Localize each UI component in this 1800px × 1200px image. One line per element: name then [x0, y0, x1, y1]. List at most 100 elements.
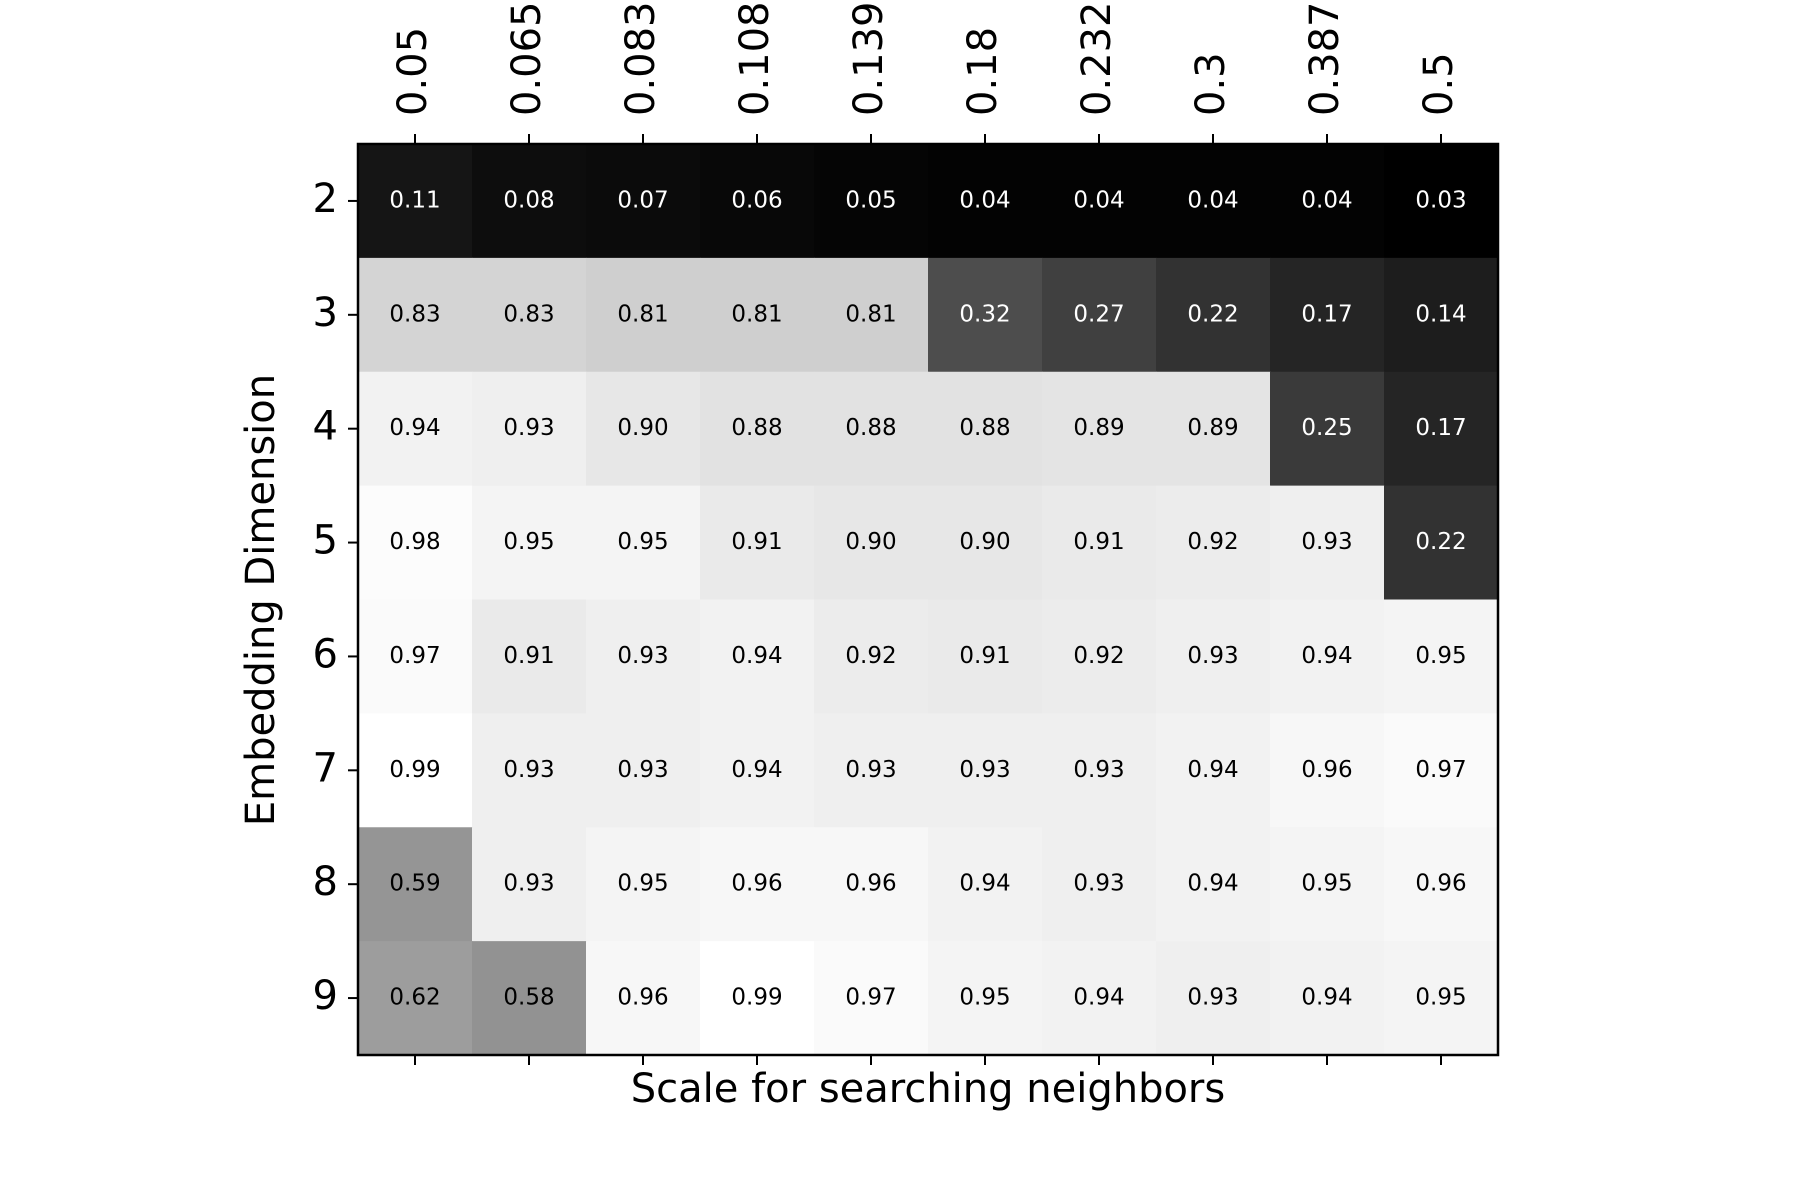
heatmap-cell	[472, 599, 587, 714]
cell-label: 0.04	[1301, 187, 1352, 213]
x-tick-label: 0.18	[960, 27, 1006, 116]
heatmap-cell	[700, 144, 815, 259]
x-tick-label: 0.232	[1074, 1, 1120, 116]
x-axis-title: Scale for searching neighbors	[631, 1066, 1225, 1112]
heatmap-cell	[586, 599, 701, 714]
heatmap-cell	[1384, 371, 1499, 487]
heatmap-cell	[700, 599, 815, 714]
cell-label: 0.17	[1301, 301, 1352, 327]
cell-label: 0.92	[1073, 643, 1124, 669]
y-tick-label: 4	[313, 404, 338, 450]
cell-label: 0.95	[503, 529, 554, 555]
heatmap-cell	[472, 941, 587, 1056]
heatmap-cell	[1270, 485, 1385, 600]
heatmap-cell	[1270, 144, 1385, 259]
cell-label: 0.93	[1301, 529, 1352, 555]
heatmap-cell	[814, 371, 929, 487]
heatmap-cell	[1270, 713, 1385, 828]
cell-label: 0.93	[845, 757, 896, 783]
heatmap-cell	[814, 827, 929, 942]
cell-label: 0.97	[1415, 757, 1466, 783]
cell-label: 0.96	[845, 871, 896, 897]
cell-label: 0.93	[1073, 757, 1124, 783]
heatmap-cell	[1042, 485, 1157, 600]
heatmap-cell	[586, 941, 701, 1056]
heatmap-cell	[1156, 371, 1271, 487]
heatmap-cell	[358, 941, 473, 1056]
heatmap-cell	[1156, 827, 1271, 942]
cell-label: 0.17	[1415, 415, 1466, 441]
cell-label: 0.25	[1301, 415, 1352, 441]
y-tick-label: 2	[313, 176, 338, 222]
heatmap-cell	[358, 257, 473, 373]
y-tick-label: 5	[313, 518, 338, 564]
heatmap-cell	[1042, 713, 1157, 828]
cell-label: 0.96	[1301, 757, 1352, 783]
cell-label: 0.62	[389, 985, 440, 1011]
heatmap-cell	[1270, 371, 1385, 487]
heatmap-cell	[814, 941, 929, 1056]
cell-label: 0.99	[389, 757, 440, 783]
cell-label: 0.92	[1187, 529, 1238, 555]
cell-label: 0.81	[617, 301, 668, 327]
heatmap-cell	[928, 371, 1043, 487]
cell-label: 0.94	[1301, 643, 1352, 669]
cell-label: 0.95	[617, 529, 668, 555]
x-tick-label: 0.139	[846, 1, 892, 116]
cell-label: 0.22	[1187, 301, 1238, 327]
cell-label: 0.88	[959, 415, 1010, 441]
cell-label: 0.95	[617, 871, 668, 897]
cell-label: 0.96	[1415, 871, 1466, 897]
heatmap-cell	[814, 257, 929, 373]
heatmap-cell	[700, 827, 815, 942]
cell-label: 0.94	[731, 757, 782, 783]
heatmap-cell	[928, 144, 1043, 259]
heatmap-cell	[700, 371, 815, 487]
heatmap-cell	[928, 941, 1043, 1056]
cell-label: 0.94	[731, 643, 782, 669]
heatmap-cell	[1042, 371, 1157, 487]
cell-label: 0.97	[389, 643, 440, 669]
cell-label: 0.93	[1073, 871, 1124, 897]
plot-frame	[356, 142, 1500, 1057]
heatmap-cell	[586, 144, 701, 259]
cell-label: 0.93	[617, 643, 668, 669]
heatmap-cell	[814, 599, 929, 714]
heatmap-cell	[700, 485, 815, 600]
cell-label: 0.04	[1073, 187, 1124, 213]
cell-label: 0.81	[845, 301, 896, 327]
heatmap-cell	[928, 257, 1043, 373]
heatmap-cell	[1042, 599, 1157, 714]
cell-label: 0.93	[617, 757, 668, 783]
heatmap-cell	[700, 713, 815, 828]
cell-label: 0.93	[959, 757, 1010, 783]
cell-label: 0.22	[1415, 529, 1466, 555]
cell-label: 0.92	[845, 643, 896, 669]
cell-label: 0.91	[959, 643, 1010, 669]
cell-label: 0.81	[731, 301, 782, 327]
cell-label: 0.93	[503, 415, 554, 441]
cell-label: 0.91	[503, 643, 554, 669]
heatmap-cell	[1384, 599, 1499, 714]
heatmap-cell	[472, 713, 587, 828]
cell-label: 0.93	[503, 757, 554, 783]
heatmap-cell	[1156, 144, 1271, 259]
cell-label: 0.95	[959, 985, 1010, 1011]
heatmap-cell	[1270, 941, 1385, 1056]
heatmap-cell	[928, 485, 1043, 600]
heatmap-cell	[1156, 599, 1271, 714]
cell-label: 0.95	[1301, 871, 1352, 897]
heatmap-cell	[1156, 941, 1271, 1056]
cell-label: 0.08	[503, 187, 554, 213]
cell-label: 0.99	[731, 985, 782, 1011]
heatmap-cell	[1042, 941, 1157, 1056]
heatmap-cell	[814, 713, 929, 828]
cell-label: 0.94	[389, 415, 440, 441]
cell-label: 0.90	[959, 529, 1010, 555]
cell-label: 0.03	[1415, 187, 1466, 213]
heatmap-cell	[928, 599, 1043, 714]
cell-label: 0.96	[731, 871, 782, 897]
heatmap-cell	[1156, 485, 1271, 600]
cell-label: 0.04	[1187, 187, 1238, 213]
